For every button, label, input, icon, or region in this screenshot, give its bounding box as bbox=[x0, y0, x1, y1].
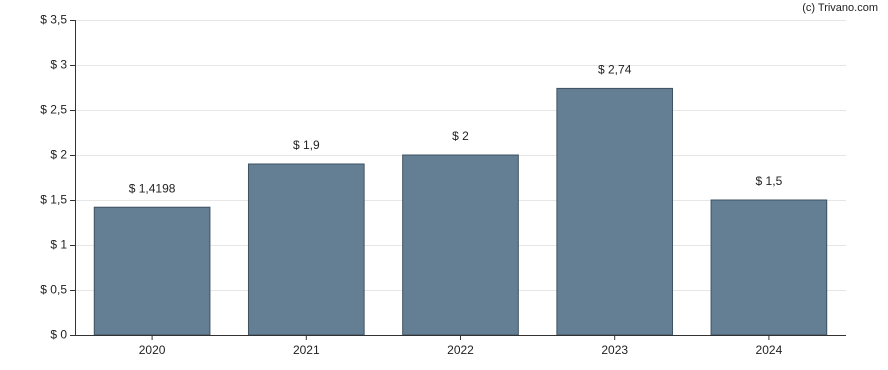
x-tick-label: 2021 bbox=[293, 343, 320, 357]
bar bbox=[402, 154, 519, 336]
bar bbox=[556, 87, 674, 336]
y-tick-label: $ 2,5 bbox=[40, 103, 67, 117]
x-tick-label: 2023 bbox=[601, 343, 628, 357]
value-label: $ 2,74 bbox=[598, 63, 632, 77]
y-tick-label: $ 1,5 bbox=[40, 193, 67, 207]
source-credit: (c) Trivano.com bbox=[802, 2, 878, 14]
x-tick-label: 2020 bbox=[139, 343, 166, 357]
value-label: $ 1,5 bbox=[756, 174, 783, 188]
value-label: $ 2 bbox=[452, 129, 469, 143]
value-label: $ 1,4198 bbox=[129, 181, 176, 195]
bar bbox=[247, 163, 365, 336]
bar bbox=[93, 206, 211, 336]
value-label: $ 1,9 bbox=[293, 138, 320, 152]
y-tick-label: $ 0 bbox=[50, 328, 67, 342]
y-tick-label: $ 3 bbox=[50, 58, 67, 72]
x-tick-label: 2022 bbox=[447, 343, 474, 357]
bar bbox=[710, 199, 828, 336]
x-tick-label: 2024 bbox=[756, 343, 783, 357]
y-tick-label: $ 3,5 bbox=[40, 13, 67, 27]
y-tick-label: $ 0,5 bbox=[40, 283, 67, 297]
y-tick-label: $ 1 bbox=[50, 238, 67, 252]
y-tick-label: $ 2 bbox=[50, 148, 67, 162]
